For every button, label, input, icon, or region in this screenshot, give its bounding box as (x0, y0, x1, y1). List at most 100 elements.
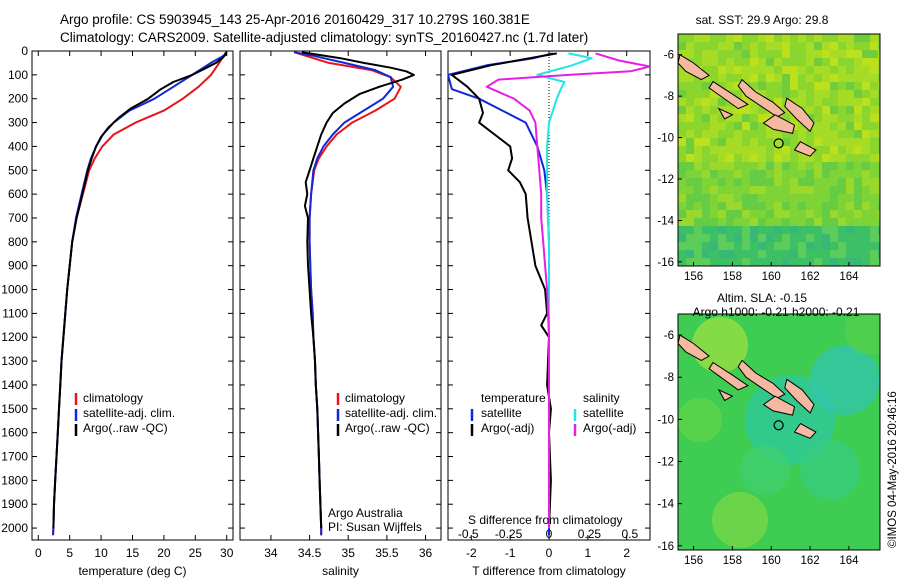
sst-cell (854, 234, 862, 242)
sst-cell (814, 250, 822, 258)
sst-cell (710, 170, 718, 178)
sst-cell (702, 210, 710, 218)
sst-cell (750, 58, 758, 66)
sst-cell (758, 194, 766, 202)
sst-cell (870, 170, 878, 178)
sst-cell (734, 74, 742, 82)
legend-header-salinity: salinity (583, 391, 620, 405)
sst-cell (862, 122, 870, 130)
sst-cell (862, 106, 870, 114)
sst-cell (822, 226, 830, 234)
sst-cell (766, 258, 774, 266)
sst-cell (742, 50, 750, 58)
sst-cell (782, 194, 790, 202)
sst-cell (838, 138, 846, 146)
sst-cell (846, 258, 854, 266)
sst-cell (734, 138, 742, 146)
legend-label-t-satellite: satellite (481, 406, 522, 420)
sst-cell (830, 202, 838, 210)
sst-cell (718, 82, 726, 90)
sst-cell (758, 146, 766, 154)
sst-cell (702, 122, 710, 130)
sst-cell (678, 74, 686, 82)
sst-cell (678, 154, 686, 162)
sst-cell (822, 82, 830, 90)
map-y-tick-label: -6 (664, 330, 674, 342)
sst-cell (742, 114, 750, 122)
sst-cell (878, 138, 880, 146)
sst-cell (678, 234, 686, 242)
sst-cell (702, 250, 710, 258)
sst-cell (838, 186, 846, 194)
sst-cell (718, 226, 726, 234)
sst-cell (742, 122, 750, 130)
sst-cell (822, 58, 830, 66)
sst-cell (806, 170, 814, 178)
sst-cell (718, 162, 726, 170)
sst-cell (878, 74, 880, 82)
sst-cell (846, 42, 854, 50)
sst-cell (870, 42, 878, 50)
s-difference-axis-title: S difference from climatology (468, 513, 623, 527)
sst-cell (854, 202, 862, 210)
sst-cell (782, 218, 790, 226)
sst-cell (822, 178, 830, 186)
salinity-profile-panel: 34 34.5 35 35.5 36 salinity (239, 50, 442, 578)
sst-cell (822, 202, 830, 210)
sst-cell (814, 226, 822, 234)
sst-cell (726, 114, 734, 122)
sst-cell (830, 50, 838, 58)
sst-cell (838, 74, 846, 82)
sst-cell (702, 242, 710, 250)
sst-cell (806, 186, 814, 194)
sst-cell (862, 42, 870, 50)
island (708, 361, 749, 391)
depth-tick-label: 300 (8, 116, 28, 130)
sst-cell (758, 170, 766, 178)
sst-cell (774, 130, 782, 138)
sst-cell (726, 234, 734, 242)
sst-cell (806, 162, 814, 170)
sst-cell (838, 258, 846, 266)
sst-cell (870, 66, 878, 74)
sst-cell (710, 194, 718, 202)
sst-cell (870, 218, 878, 226)
sst-cell (686, 106, 694, 114)
sst-cell (766, 162, 774, 170)
sst-cell (678, 218, 686, 226)
sst-cell (686, 130, 694, 138)
sst-cell (718, 234, 726, 242)
sst-cell (742, 138, 750, 146)
sst-cell (806, 242, 814, 250)
sst-cell (814, 82, 822, 90)
sst-cell (758, 66, 766, 74)
sst-cell (822, 122, 830, 130)
sst-cell (686, 138, 694, 146)
sst-cell (718, 114, 726, 122)
sst-cell (782, 258, 790, 266)
sst-cell (830, 178, 838, 186)
sst-cell (870, 186, 878, 194)
sst-cell (774, 178, 782, 186)
sst-cell (766, 34, 774, 42)
sst-cell (806, 154, 814, 162)
sst-cell (686, 210, 694, 218)
sst-cell (686, 234, 694, 242)
sst-cell (822, 154, 830, 162)
sst-cell (758, 250, 766, 258)
sst-cell (798, 90, 806, 98)
sst-cell (846, 82, 854, 90)
sst-cell (750, 170, 758, 178)
depth-tick-label: 1300 (1, 354, 28, 368)
sst-cell (822, 74, 830, 82)
legend-label-satellite: satellite-adj. clim. (345, 406, 437, 420)
depth-tick-label: 400 (8, 139, 28, 153)
sst-cell (822, 258, 830, 266)
sst-cell (694, 138, 702, 146)
sst-cell (758, 210, 766, 218)
header-line-1: Argo profile: CS 5903945_143 25-Apr-2016… (60, 12, 530, 27)
sst-cell (814, 234, 822, 242)
sst-cell (838, 146, 846, 154)
sst-cell (742, 226, 750, 234)
sst-cell (718, 242, 726, 250)
